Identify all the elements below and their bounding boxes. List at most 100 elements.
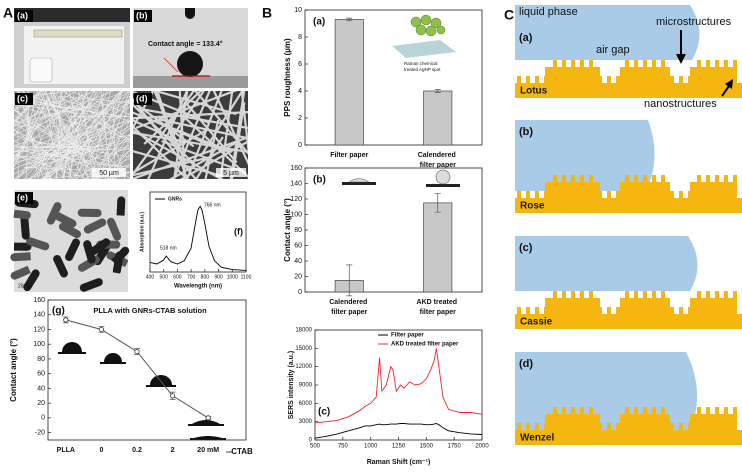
fiber	[50, 91, 62, 131]
nanostructure	[517, 191, 521, 198]
nanostructure	[580, 175, 584, 182]
fiber	[133, 103, 196, 166]
y-tick-label: 140	[33, 312, 45, 319]
particle	[415, 24, 427, 36]
fiber	[204, 119, 220, 179]
nanostructure	[688, 76, 692, 83]
nanostructure	[679, 423, 683, 430]
y-tick-label: 6	[298, 61, 302, 68]
x-tick-label: Calendered filter paper	[329, 299, 369, 316]
fiber	[18, 91, 44, 179]
nanostructure	[517, 76, 521, 83]
nanostructure	[562, 291, 566, 298]
scale-box	[216, 168, 246, 177]
nanostructure	[652, 60, 656, 67]
nanostructure	[517, 423, 521, 430]
liquid	[515, 236, 698, 291]
y-tick-label: 0	[309, 438, 313, 444]
y-tick-label: 40	[294, 258, 302, 265]
nanostructure	[688, 423, 692, 430]
state-name: Cassie	[520, 317, 553, 328]
fiber	[14, 149, 130, 168]
fiber	[133, 111, 233, 153]
diagram-label: air gap	[596, 44, 630, 56]
y-tick-label: 6000	[299, 401, 313, 407]
nanorod	[23, 269, 40, 292]
y-tick-label: 40	[37, 385, 45, 392]
fiber	[14, 104, 82, 115]
point	[134, 348, 140, 355]
y-tick-label: 100	[33, 341, 45, 348]
fiber	[33, 91, 99, 179]
x-tick-label: 1250	[392, 444, 406, 450]
drop-icon	[188, 420, 224, 426]
fiber	[14, 129, 76, 163]
x-tick-label: 0	[99, 447, 103, 454]
fiber	[14, 92, 46, 168]
photo-label: (c)	[17, 93, 28, 103]
nanostructure	[706, 291, 710, 298]
text-line: filter paper	[420, 162, 456, 169]
fiber	[169, 91, 206, 140]
x-tick-label: 600	[173, 274, 182, 280]
fiber	[42, 91, 124, 179]
nanostructure	[670, 423, 674, 430]
fiber	[14, 119, 86, 150]
nanostructure	[625, 175, 629, 182]
nanorod	[54, 212, 77, 228]
nanorod	[79, 278, 103, 292]
y-tick-label: 9000	[299, 383, 313, 389]
inset-substrate	[392, 40, 456, 58]
nanostructure	[553, 175, 557, 182]
series-line	[65, 319, 209, 419]
fiber	[194, 136, 224, 179]
point	[98, 326, 105, 333]
y-axis-label: PPS roughness (µm)	[283, 38, 292, 117]
nanostructure	[724, 291, 728, 298]
nanorod	[116, 196, 126, 217]
nanorod	[26, 237, 50, 251]
error-bar	[346, 17, 353, 22]
fiber	[73, 91, 105, 179]
x-tick-label: 2000	[475, 444, 489, 450]
nanostructure	[724, 175, 728, 182]
x-tick-label: 1500	[420, 444, 434, 450]
text-line: filter paper	[420, 309, 456, 316]
diagram-label: microstructures	[656, 16, 732, 28]
nanostructure	[526, 423, 530, 430]
fiber	[168, 142, 236, 179]
microstructure	[620, 67, 670, 83]
scale-box	[92, 168, 126, 177]
x-tick-label: 1750	[447, 444, 461, 450]
annotation: 766 nm	[204, 202, 221, 208]
nanostructure	[562, 60, 566, 67]
g-drop-icons	[58, 341, 226, 440]
nanostructure	[598, 76, 602, 83]
microstructure	[690, 298, 737, 314]
nanostructure	[625, 291, 629, 298]
fiber	[50, 91, 109, 179]
nanostructure	[553, 60, 557, 67]
nanostructure	[688, 191, 692, 198]
nanorod	[77, 208, 102, 218]
y-axis-label: Absorption (a.u.)	[139, 212, 145, 252]
fiber	[57, 95, 130, 103]
y-tick-label: 18000	[295, 328, 312, 334]
fiber	[55, 96, 130, 122]
y-tick-label: 140	[290, 180, 302, 187]
nanostructure	[526, 191, 530, 198]
x-tick-label: 400	[146, 274, 155, 280]
nanostructure	[670, 307, 674, 314]
x-tick-label: 500	[310, 444, 321, 450]
fiber	[14, 91, 59, 136]
x-tick-label: 2	[171, 447, 175, 454]
nanorod	[10, 265, 34, 280]
fiber	[40, 173, 90, 179]
nanostructure	[526, 76, 530, 83]
x-tick-label: 900	[214, 274, 223, 280]
fiber	[40, 99, 130, 140]
fiber	[85, 133, 130, 179]
microstructure	[690, 67, 737, 83]
nanostructure	[706, 60, 710, 67]
